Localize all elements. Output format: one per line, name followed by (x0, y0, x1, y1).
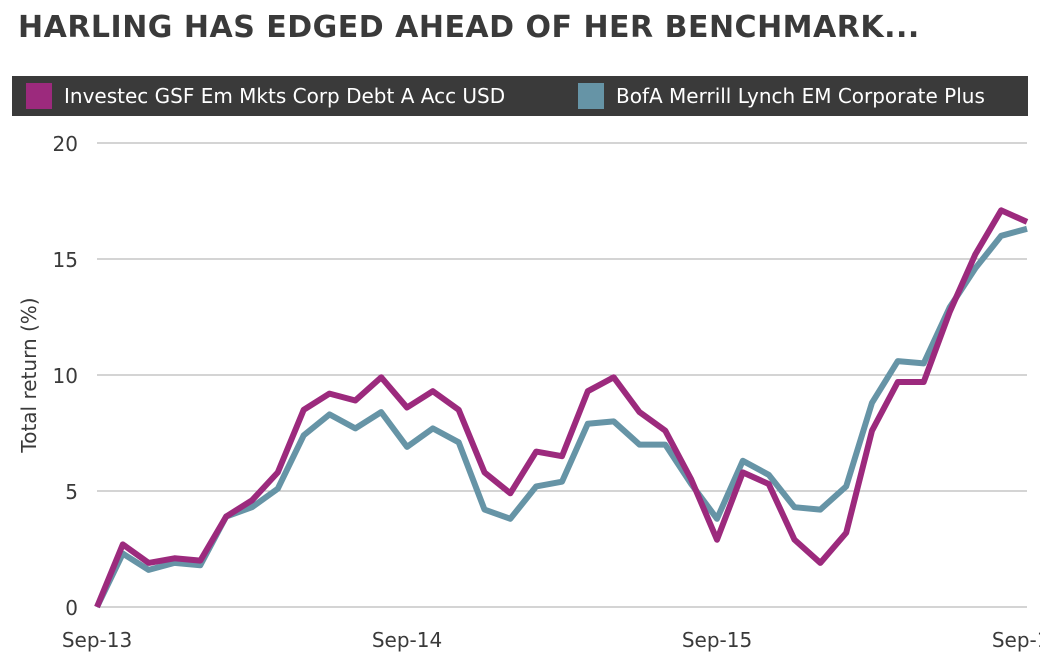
legend-swatch-fund (26, 83, 52, 109)
x-tick-label-Sep-14: Sep-14 (372, 628, 442, 652)
series-line-fund (94, 207, 1029, 609)
legend-item-benchmark: BofA Merrill Lynch EM Corporate Plus (578, 82, 985, 110)
y-tick-label-20: 20 (53, 132, 78, 156)
y-tick-label-0: 0 (65, 596, 78, 620)
legend-label-fund: Investec GSF Em Mkts Corp Debt A Acc USD (64, 84, 506, 108)
legend-label-benchmark: BofA Merrill Lynch EM Corporate Plus (616, 84, 985, 108)
y-tick-label-15: 15 (53, 248, 78, 272)
legend: Investec GSF Em Mkts Corp Debt A Acc USD… (12, 76, 1028, 116)
legend-item-fund: Investec GSF Em Mkts Corp Debt A Acc USD (26, 82, 505, 110)
chart-title: HARLING HAS EDGED AHEAD OF HER BENCHMARK… (18, 10, 920, 45)
series-line-benchmark (94, 225, 1028, 609)
y-tick-label-10: 10 (53, 364, 78, 388)
legend-swatch-benchmark (578, 83, 604, 109)
x-tick-label-Sep-15: Sep-15 (682, 628, 752, 652)
y-axis-title: Total return (%) (17, 297, 41, 453)
y-tick-label-5: 5 (65, 480, 78, 504)
x-tick-label-Sep-16: Sep-16 (992, 628, 1040, 652)
x-tick-label-Sep-13: Sep-13 (62, 628, 132, 652)
